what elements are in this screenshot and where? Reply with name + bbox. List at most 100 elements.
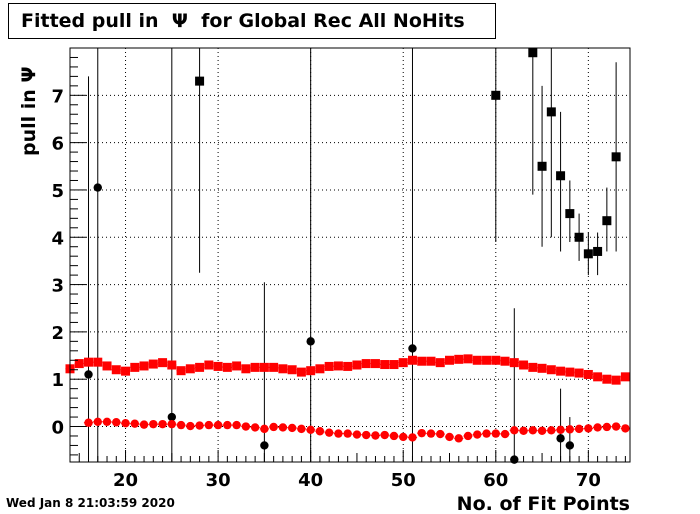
data-point-circle (565, 441, 575, 450)
data-point-square (491, 355, 501, 365)
y-tick-label: 5 (51, 181, 64, 202)
axis-ticks (69, 56, 626, 462)
data-point-circle (528, 426, 538, 435)
data-point-circle (519, 426, 528, 435)
data-point-circle (473, 430, 482, 439)
data-point-square (398, 358, 408, 368)
data-point-circle (139, 420, 149, 429)
data-point-circle (510, 426, 519, 435)
data-point-square (426, 356, 436, 366)
data-point-square (417, 356, 427, 366)
y-tick-label: 3 (51, 276, 64, 297)
data-point-circle (371, 431, 380, 440)
data-point-circle (352, 430, 362, 439)
data-point-square (130, 362, 140, 372)
data-point-square (222, 362, 232, 372)
data-point-square (121, 366, 131, 376)
data-point-square (389, 360, 399, 370)
data-point-circle (463, 431, 473, 441)
x-tick-label: 50 (391, 470, 416, 491)
data-point-circle (278, 423, 288, 432)
data-point-square (232, 361, 242, 371)
data-point-circle (565, 425, 575, 434)
data-point-square (195, 76, 205, 86)
data-point-circle (223, 420, 232, 430)
data-point-square (287, 365, 297, 375)
x-axis-label: No. of Fit Points (457, 493, 630, 514)
data-point-circle (537, 426, 547, 435)
data-point-circle (556, 434, 565, 443)
data-point-square (93, 357, 103, 367)
data-point-circle (611, 422, 621, 431)
data-point-square (472, 355, 482, 365)
data-point-square (500, 356, 510, 366)
data-point-circle (306, 425, 315, 435)
data-point-square (491, 90, 501, 100)
data-point-circle (593, 423, 602, 432)
data-point-circle (93, 183, 102, 192)
data-point-square (361, 359, 371, 369)
y-tick-label: 0 (51, 418, 64, 439)
data-point-circle (306, 337, 315, 346)
data-point-square (176, 366, 186, 376)
data-point-circle (556, 425, 565, 435)
data-point-circle (408, 433, 417, 442)
data-point-square (102, 361, 112, 371)
data-point-square (574, 368, 584, 378)
data-point-square (407, 355, 417, 365)
y-tick-label: 1 (51, 370, 64, 391)
data-point-circle (260, 424, 269, 434)
data-point-square (593, 372, 603, 382)
data-point-square (84, 357, 94, 367)
x-tick-label: 60 (483, 470, 508, 491)
data-point-square (139, 361, 149, 371)
data-point-square (583, 369, 593, 379)
data-point-square (148, 359, 158, 369)
data-point-circle (445, 432, 454, 442)
data-point-circle (315, 427, 325, 436)
y-tick-label: 4 (51, 228, 64, 249)
data-point-square (537, 161, 547, 171)
data-point-square (74, 359, 84, 369)
data-point-circle (158, 419, 167, 429)
chart-title: Fitted pull in Ψ for Global Rec All NoHi… (8, 3, 496, 39)
data-point-square (111, 365, 121, 375)
data-point-circle (102, 417, 112, 426)
data-point-circle (204, 420, 214, 430)
data-point-square (352, 360, 362, 370)
data-point-circle (167, 419, 177, 429)
data-point-square (482, 355, 492, 365)
data-point-square (380, 360, 390, 370)
data-point-square (565, 209, 575, 219)
data-point-circle (269, 422, 278, 432)
data-point-square (259, 362, 269, 372)
data-point-square (185, 364, 195, 374)
data-point-circle (482, 429, 491, 438)
data-point-square (546, 107, 556, 117)
data-point-circle (297, 424, 306, 434)
data-point-circle (93, 417, 102, 426)
data-point-circle (343, 429, 352, 438)
timestamp: Wed Jan 8 21:03:59 2020 (6, 496, 175, 510)
data-point-square (611, 375, 621, 385)
tick-labels: 20 30 40 50 60 70 0 1 2 3 4 5 6 7 (51, 86, 600, 491)
data-point-circle (574, 424, 584, 434)
data-point-square (454, 354, 464, 364)
data-point-square (370, 359, 380, 369)
x-tick-label: 30 (206, 470, 231, 491)
data-point-square (167, 360, 177, 370)
data-point-square (296, 367, 306, 377)
data-point-square (519, 360, 529, 370)
data-point-square (556, 366, 566, 376)
data-point-square (537, 363, 547, 373)
data-point-circle (408, 344, 417, 353)
data-point-square (593, 246, 603, 256)
data-point-circle (602, 422, 612, 432)
data-point-circle (621, 424, 630, 433)
data-point-square (306, 366, 316, 376)
data-point-square (611, 152, 621, 162)
data-point-square (241, 364, 251, 374)
data-point-circle (361, 430, 371, 440)
data-point-square (324, 361, 334, 371)
